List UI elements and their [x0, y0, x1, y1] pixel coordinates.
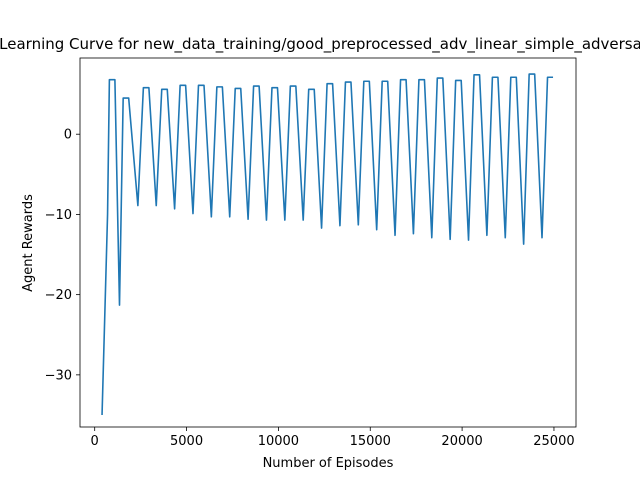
y-axis-ticks: −30 −20 −10 0: [45, 128, 80, 383]
x-axis-label: Number of Episodes: [263, 456, 394, 471]
x-tick-label: 5000: [170, 434, 203, 449]
x-tick-label: 10000: [258, 434, 299, 449]
y-tick-label: 0: [64, 128, 72, 143]
series-line: [101, 73, 554, 415]
x-tick-label: 25000: [533, 434, 574, 449]
y-tick-label: −20: [45, 288, 72, 303]
y-tick-label: −10: [45, 208, 72, 223]
x-tick-label: 0: [91, 434, 99, 449]
x-tick-label: 20000: [441, 434, 482, 449]
chart-title: Learning Curve for new_data_training/goo…: [0, 35, 640, 54]
x-axis-ticks: 0 5000 10000 15000 20000 25000: [91, 427, 575, 449]
y-axis-label: Agent Rewards: [21, 194, 36, 292]
plot-area: [79, 57, 577, 428]
y-tick-label: −30: [45, 368, 72, 383]
axes-frame: [79, 57, 577, 428]
x-tick-label: 15000: [350, 434, 391, 449]
